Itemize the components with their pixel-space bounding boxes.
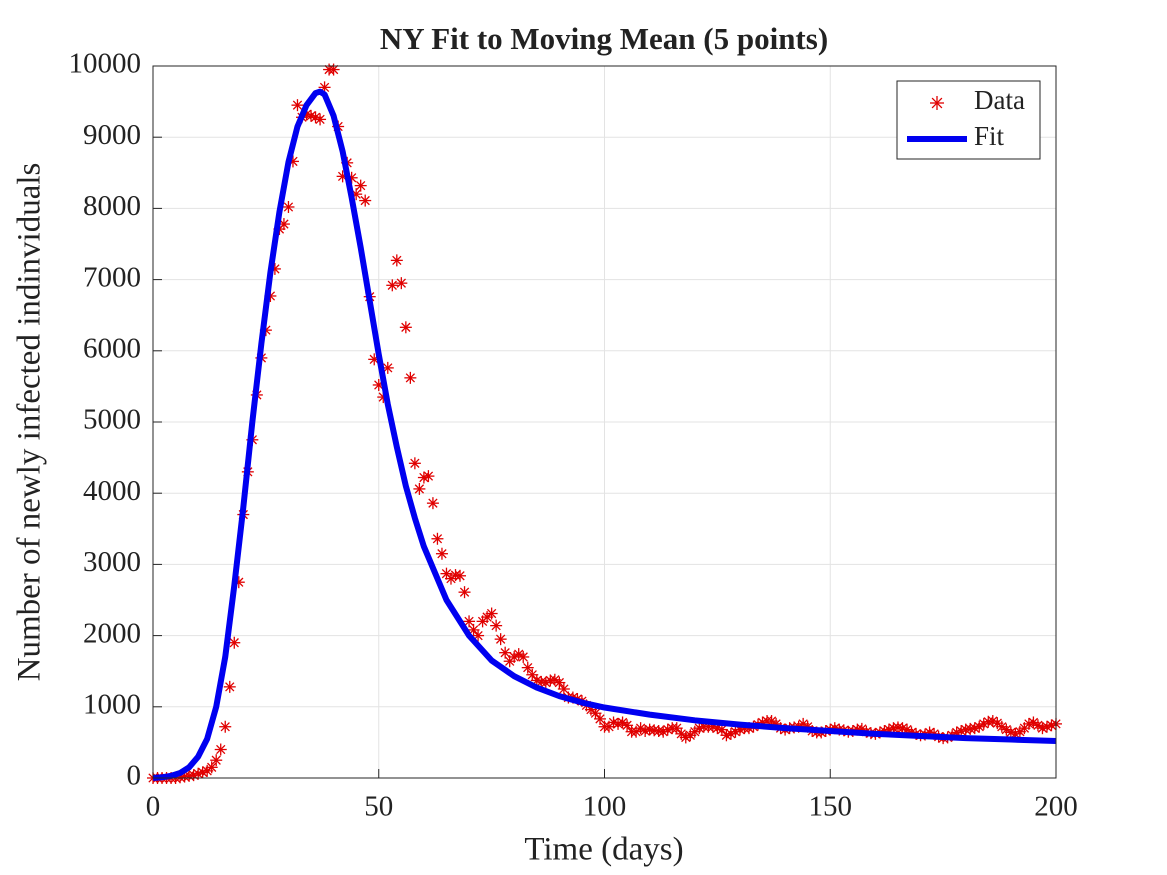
data-point — [517, 650, 530, 663]
data-point — [210, 754, 223, 767]
chart-title: NY Fit to Moving Mean (5 points) — [380, 21, 828, 56]
data-point — [386, 279, 399, 292]
y-tick-label: 0 — [127, 760, 142, 792]
data-point — [422, 470, 435, 483]
data-point — [485, 607, 498, 620]
data-point — [463, 615, 476, 628]
data-point — [214, 743, 227, 756]
data-point — [395, 277, 408, 290]
y-tick-label: 8000 — [83, 190, 141, 222]
y-tick-label: 5000 — [83, 404, 141, 436]
y-axis-label: Number of newly infected indinviduals — [12, 163, 48, 682]
data-point — [314, 113, 327, 126]
grid — [152, 65, 1057, 779]
data-point — [557, 683, 570, 695]
x-axis-label: Time (days) — [524, 832, 683, 868]
data-point — [404, 371, 417, 384]
y-tick-label: 4000 — [83, 475, 141, 507]
data-point — [1045, 719, 1058, 732]
y-tick-label: 6000 — [83, 332, 141, 364]
data-point — [986, 715, 999, 728]
data-point — [472, 629, 485, 642]
marks — [147, 63, 1062, 784]
data-point — [490, 619, 503, 632]
data-point — [205, 761, 218, 774]
data-point — [521, 661, 534, 674]
data-point — [612, 717, 625, 730]
data-point — [277, 218, 290, 231]
data-point — [408, 457, 421, 470]
data-point — [458, 586, 471, 599]
legend: Data Fit — [896, 80, 1041, 160]
y-tick-label: 9000 — [83, 119, 141, 151]
data-point — [499, 646, 512, 659]
data-point — [399, 321, 412, 334]
data-point — [359, 194, 372, 207]
data-point — [553, 676, 566, 689]
y-tick-label: 10000 — [69, 48, 142, 80]
legend-label: Fit — [974, 121, 1005, 151]
data-point — [621, 719, 634, 732]
y-tick-label: 3000 — [83, 546, 141, 578]
y-tick-label: 7000 — [83, 261, 141, 293]
data-point — [435, 547, 448, 560]
data-point — [426, 497, 439, 510]
legend-label: Data — [974, 85, 1025, 115]
data-point — [390, 254, 403, 267]
ticks: 0 50 100 150 2000100020003000400050006000700… — [69, 48, 1078, 823]
data-point — [431, 532, 444, 545]
data-point — [354, 179, 367, 192]
data-point — [228, 636, 241, 649]
data-point — [930, 96, 944, 110]
data-point — [291, 99, 304, 112]
x-tick-label: 50 — [364, 791, 393, 823]
x-tick-label: 0 — [146, 791, 161, 823]
fit-line — [152, 88, 1057, 781]
data-point — [413, 482, 426, 495]
data-point — [223, 680, 236, 693]
data-point — [282, 200, 295, 213]
x-tick-label: 200 — [1034, 791, 1078, 823]
data-point — [494, 633, 507, 646]
data-point — [219, 720, 232, 733]
y-tick-label: 2000 — [83, 617, 141, 649]
x-tick-label: 150 — [809, 791, 853, 823]
legend-box — [896, 80, 1041, 160]
data-point — [454, 569, 467, 582]
y-tick-label: 1000 — [83, 688, 141, 720]
x-tick-label: 100 — [583, 791, 627, 823]
